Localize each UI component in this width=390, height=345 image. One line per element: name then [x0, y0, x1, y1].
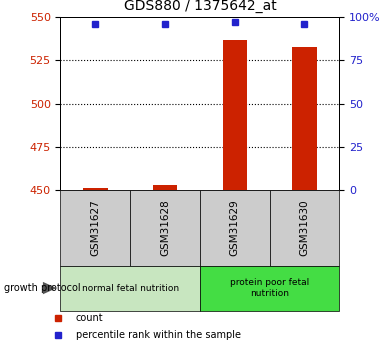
- Bar: [223, 40, 247, 190]
- Text: growth protocol: growth protocol: [4, 283, 80, 293]
- Bar: [83, 188, 108, 190]
- Text: GSM31629: GSM31629: [230, 199, 240, 256]
- Text: GSM31627: GSM31627: [90, 199, 100, 256]
- Polygon shape: [43, 282, 57, 294]
- Text: count: count: [76, 313, 103, 323]
- Text: GSM31628: GSM31628: [160, 199, 170, 256]
- Text: percentile rank within the sample: percentile rank within the sample: [76, 331, 241, 340]
- Text: protein poor fetal
nutrition: protein poor fetal nutrition: [230, 278, 309, 298]
- Bar: [60, 266, 200, 311]
- Bar: [200, 266, 339, 311]
- Bar: [153, 185, 177, 190]
- Title: GDS880 / 1375642_at: GDS880 / 1375642_at: [124, 0, 276, 13]
- Bar: [292, 47, 317, 190]
- Bar: [60, 190, 130, 266]
- Text: GSM31630: GSM31630: [300, 199, 309, 256]
- Bar: [130, 190, 200, 266]
- Bar: [200, 190, 269, 266]
- Text: normal fetal nutrition: normal fetal nutrition: [82, 284, 179, 293]
- Bar: [269, 190, 339, 266]
